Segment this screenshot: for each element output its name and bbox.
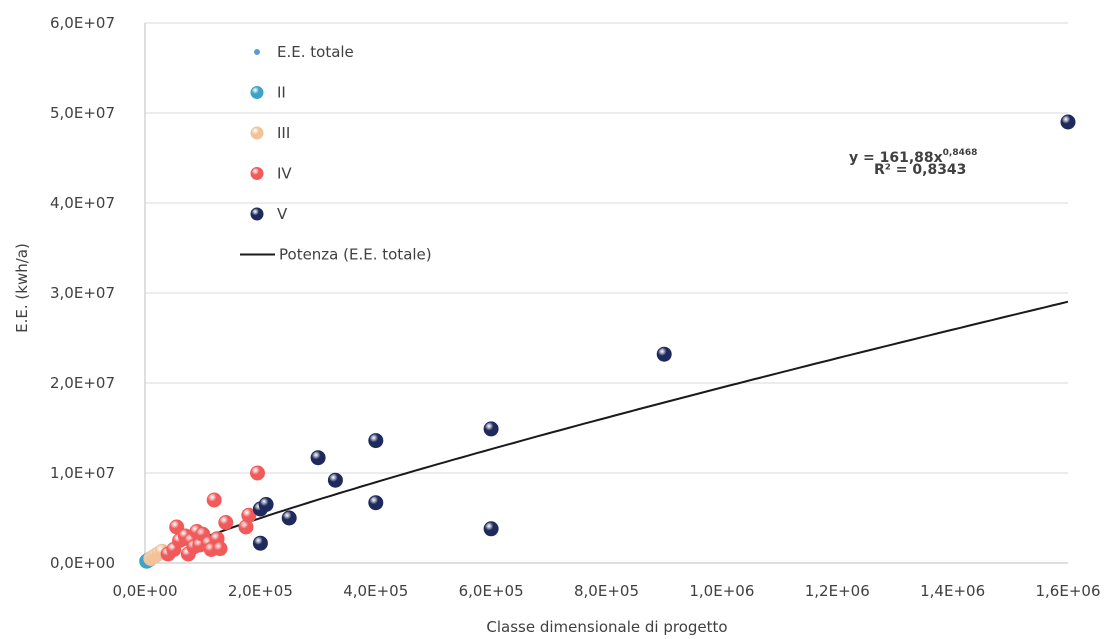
legend-marker [250,207,264,221]
y-tick-label: 6,0E+07 [50,14,115,32]
x-tick-label: 1,2E+06 [805,582,870,600]
legend-marker [250,126,264,140]
data-point-series-4 [327,472,343,488]
trendline-equation: y = 161,88x0,8468 [849,148,977,166]
data-point-series-4 [368,495,384,511]
x-axis-title: Classe dimensionale di progetto [486,618,727,636]
x-tick-label: 0,0E+00 [113,582,178,600]
y-tick-label: 4,0E+07 [50,194,115,212]
legend-label: V [277,205,288,223]
data-point-series-4 [258,497,274,512]
y-tick-label: 0,0E+00 [50,554,115,572]
y-tick-label: 1,0E+07 [50,464,115,482]
legend-marker [254,49,260,55]
data-points [139,114,1076,569]
data-point-series-4 [656,346,672,362]
x-tick-label: 4,0E+05 [343,582,408,600]
x-tick-label: 1,6E+06 [1036,582,1101,600]
trendline-exponent: 0,8468 [943,148,978,158]
x-tick-label: 1,4E+06 [920,582,985,600]
data-point-series-3 [206,492,222,508]
data-point-series-3 [241,507,257,523]
legend-label: Potenza (E.E. totale) [279,246,432,264]
x-tick-label: 8,0E+05 [574,582,639,600]
legend-label: II [277,84,286,102]
legend-label: IV [277,165,292,183]
trendline-r-squared: R² = 0,8343 [874,162,966,178]
legend-label: E.E. totale [277,43,354,61]
x-tick-label: 6,0E+05 [459,582,524,600]
data-point-series-4 [368,433,384,449]
y-tick-label: 2,0E+07 [50,374,115,392]
gridlines [145,22,1068,474]
data-point-series-4 [483,521,499,537]
x-tick-label: 2,0E+05 [228,582,293,600]
y-axis-title: E.E. (kwh/a) [13,243,31,333]
legend-marker [250,86,264,99]
data-point-series-4 [281,510,297,526]
x-tick-label: 1,0E+06 [689,582,754,600]
axes: 0,0E+00 1,0E+07 2,0E+07 3,0E+07 4,0E+07 5,0E+… [50,14,1101,600]
trendline-layer [145,300,1069,563]
trendline-power [145,300,1069,563]
data-point-series-4 [310,450,326,466]
y-tick-label: 5,0E+07 [50,104,115,122]
data-point-series-3 [218,515,234,530]
legend-label: III [277,124,290,142]
data-point-series-3 [212,541,228,557]
data-point-series-4 [483,421,499,437]
legend-marker [250,167,264,180]
y-tick-label: 3,0E+07 [50,284,115,302]
data-point-series-4 [1060,114,1076,130]
data-point-series-4 [252,535,268,551]
data-point-series-3 [250,465,265,481]
